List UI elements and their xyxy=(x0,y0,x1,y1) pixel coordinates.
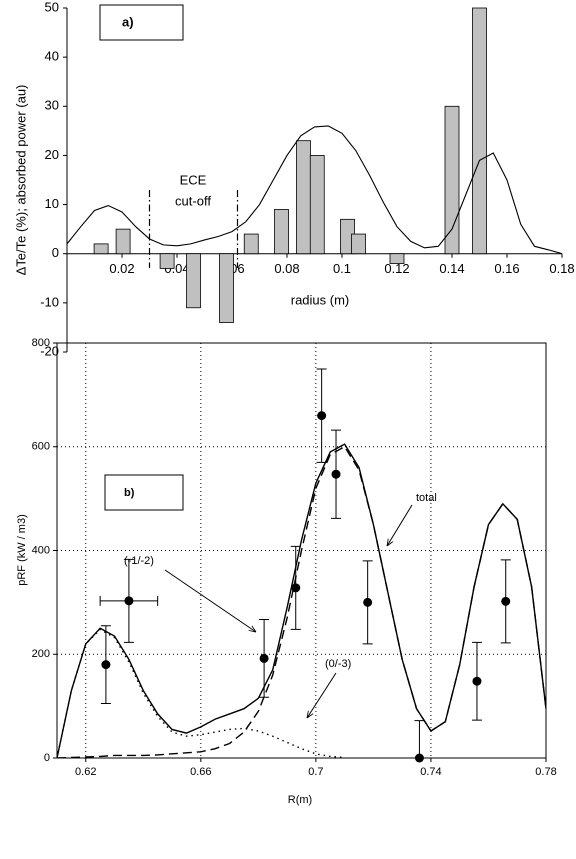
arrow xyxy=(387,504,413,546)
bar xyxy=(389,253,405,264)
x-tick-label: 0.16 xyxy=(494,261,519,276)
x-tick-label: 0.7 xyxy=(308,766,323,778)
y-tick-label: 0 xyxy=(52,245,59,260)
bar xyxy=(472,7,487,255)
y-tick-label: 50 xyxy=(45,0,59,14)
x-tick-label: 0.12 xyxy=(384,261,409,276)
x-tick-label: 0.62 xyxy=(75,766,96,778)
bar xyxy=(159,253,175,269)
x-tick-label: 0.1 xyxy=(333,261,351,276)
data-point xyxy=(472,676,482,686)
bar xyxy=(296,140,311,255)
data-point xyxy=(363,597,373,607)
data-point xyxy=(317,411,327,421)
y-axis-label: pRF (kW / m3) xyxy=(16,514,28,586)
y-tick-label: 600 xyxy=(32,441,50,453)
y-tick-label: 40 xyxy=(45,49,59,64)
arrow xyxy=(164,569,256,632)
panel-label: b) xyxy=(124,487,135,499)
panel-b: b) total (-1/-2) (0/-3) R(m) pRF (kW / m… xyxy=(16,337,557,806)
bar xyxy=(186,253,201,309)
bar xyxy=(93,243,109,255)
x-axis-label: radius (m) xyxy=(291,292,350,307)
error-bar xyxy=(414,720,425,758)
y-tick-label: -10 xyxy=(40,294,59,309)
series-label: (-1/-2) xyxy=(124,555,154,567)
x-tick-label: 0.78 xyxy=(535,766,556,778)
y-tick-label: 800 xyxy=(32,337,50,349)
y-tick-label: 10 xyxy=(45,196,59,211)
arrow xyxy=(307,672,337,718)
bar xyxy=(115,228,131,255)
label-box xyxy=(104,474,184,511)
data-point xyxy=(414,753,424,763)
panel-label: a) xyxy=(122,14,134,29)
x-tick-label: 0.02 xyxy=(109,261,134,276)
x-tick-label: 0.08 xyxy=(274,261,299,276)
bar xyxy=(243,233,259,255)
data-point xyxy=(291,583,301,593)
y-tick-label: 30 xyxy=(45,98,59,113)
bar xyxy=(309,155,325,255)
data-point xyxy=(501,596,511,606)
annotation: cut-off xyxy=(175,193,211,208)
bar xyxy=(444,105,460,255)
label-box xyxy=(99,4,184,41)
y-tick-label: 400 xyxy=(32,544,50,556)
bar xyxy=(274,209,289,255)
y-axis-label: ΔTe/Te (%); absorbed power (au) xyxy=(13,85,28,276)
data-point xyxy=(101,660,111,670)
y-tick-label: 200 xyxy=(32,648,50,660)
data-point xyxy=(124,596,134,606)
y-tick-label: 20 xyxy=(45,147,59,162)
x-axis-label: R(m) xyxy=(288,794,312,806)
x-tick-label: 0.74 xyxy=(420,766,441,778)
bar xyxy=(351,233,366,255)
data-point xyxy=(259,653,269,663)
series-label: total xyxy=(416,492,437,504)
bar xyxy=(219,253,234,323)
x-tick-label: 0.14 xyxy=(439,261,464,276)
annotation: ECE xyxy=(180,172,207,187)
panel-a: a) ECE cut-off radius (m) ΔTe/Te (%); ab… xyxy=(13,0,574,358)
x-tick-label: 0.66 xyxy=(190,766,211,778)
plot-area xyxy=(57,343,546,758)
series-line xyxy=(57,445,546,758)
y-tick-label: -20 xyxy=(40,343,59,358)
data-point xyxy=(331,469,341,479)
x-tick-label: 0.18 xyxy=(549,261,574,276)
series-label: (0/-3) xyxy=(325,658,351,670)
series-line xyxy=(57,628,345,758)
y-tick-label: 0 xyxy=(44,752,50,764)
